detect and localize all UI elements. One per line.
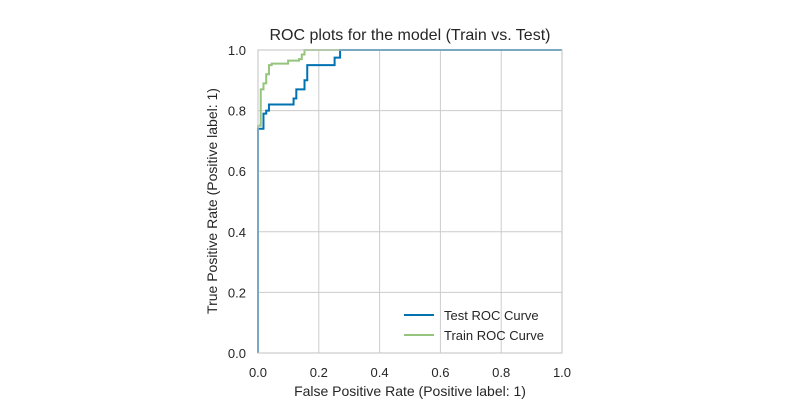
y-tick-label: 0.2 bbox=[228, 285, 246, 300]
x-tick-label: 0.4 bbox=[371, 365, 389, 380]
tick-labels: 0.0 0.2 0.4 0.6 0.8 1.0 0.0 0.2 0.4 0.6 0.8 1.0 bbox=[228, 43, 571, 380]
x-tick-label: 0.6 bbox=[431, 365, 449, 380]
y-tick-label: 1.0 bbox=[228, 43, 246, 58]
y-tick-label: 0.6 bbox=[228, 164, 246, 179]
chart-title: ROC plots for the model (Train vs. Test) bbox=[270, 27, 551, 44]
x-axis-label: False Positive Rate (Positive label: 1) bbox=[294, 383, 526, 399]
legend-label: Test ROC Curve bbox=[444, 308, 539, 323]
y-axis-label: True Positive Rate (Positive label: 1) bbox=[204, 88, 220, 314]
series-line-train bbox=[257, 49, 562, 353]
plot-area bbox=[258, 50, 562, 353]
x-tick-label: 0.8 bbox=[492, 365, 510, 380]
y-tick-label: 0.8 bbox=[228, 104, 246, 119]
x-tick-label: 0.2 bbox=[310, 365, 328, 380]
legend: Test ROC Curve Train ROC Curve bbox=[404, 308, 544, 343]
legend-label: Train ROC Curve bbox=[444, 328, 544, 343]
plot-frame bbox=[257, 49, 563, 354]
x-tick-label: 0.0 bbox=[249, 365, 267, 380]
series-line-test bbox=[257, 49, 562, 353]
series-lines bbox=[257, 49, 562, 353]
x-tick-label: 1.0 bbox=[553, 365, 571, 380]
grid bbox=[257, 49, 563, 354]
y-tick-label: 0.4 bbox=[228, 225, 246, 240]
y-tick-label: 0.0 bbox=[228, 346, 246, 361]
